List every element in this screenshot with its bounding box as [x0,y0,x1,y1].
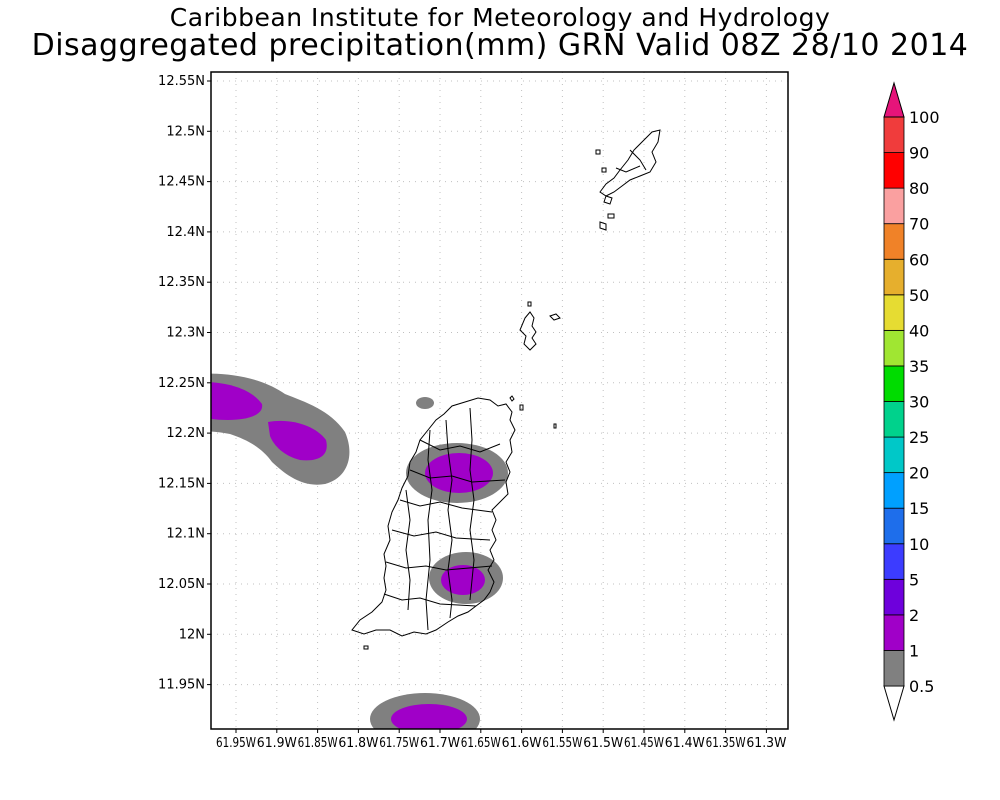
institute-title: Caribbean Institute for Meteorology and … [169,3,831,32]
colorbar-box [883,116,905,153]
lat-tick-label: 12.55N [158,74,205,89]
lat-tick-label: 11.95N [158,678,205,693]
colorbar-label: 35 [909,357,929,376]
latitude-labels: 12.55N 12.5N 12.45N 12.4N 12.35N 12.3N 12.25N 1… [158,74,205,693]
lat-tick-label: 12.05N [158,577,205,592]
colorbar-box [883,187,905,225]
colorbar-box [883,614,905,651]
lon-tick-label: 61.6W [502,736,542,751]
lon-tick-label: 61.5W [583,736,623,751]
colorbar-label: 15 [909,499,929,518]
rain-cell-south-grenada [429,552,503,604]
lat-tick-label: 12.35N [158,275,205,290]
lon-tick-label: 61.85W [298,736,338,751]
longitude-labels: 61.95W 61.9W 61.85W 61.8W 61.75W 61.7W 61.65W 6… [216,736,787,751]
precipitation-shading [211,373,508,729]
lat-tick-label: 12.3N [166,326,205,341]
colorbar-label: 70 [909,215,929,234]
colorbar-label: 40 [909,321,929,340]
colorbar-top-arrow [883,81,905,118]
product-title: Disaggregated precipitation(mm) GRN Vali… [31,28,969,63]
carriacou-outline [519,311,537,351]
lat-tick-label: 12N [179,627,205,642]
colorbar-label: 25 [909,428,929,447]
rain-band-northwest [211,373,350,485]
colorbar-label: 20 [909,464,929,483]
colorbar-label: 50 [909,286,929,305]
colorbar-box [883,472,905,509]
rain-cell-north-grenada [406,443,508,503]
colorbar-box [883,436,905,474]
lat-tick-label: 12.4N [166,225,205,240]
colorbar-box [883,294,905,331]
colorbar-label: 100 [909,108,940,127]
lon-tick-label: 61.65W [461,736,501,751]
lon-tick-label: 61.45W [624,736,664,751]
lat-tick-label: 12.2N [166,426,205,441]
grenada-island-outline [351,397,516,637]
lat-tick-label: 12.5N [166,124,205,139]
lon-tick-label: 61.3W [746,736,786,751]
colorbar-bottom-arrow [883,685,905,722]
lon-tick-label: 61.9W [257,736,297,751]
colorbar-box [883,365,905,402]
colorbar-box [883,543,905,580]
colorbar-label: 2 [909,606,919,625]
colorbar-box [883,578,905,616]
lon-tick-label: 61.8W [338,736,378,751]
lon-tick-label: 61.35W [706,736,746,751]
rain-cell-south [370,693,480,729]
rain-patch-small [416,397,434,409]
colorbar-label: 0.5 [909,677,934,696]
lon-tick-label: 61.4W [665,736,705,751]
colorbar-label: 10 [909,535,929,554]
colorbar-label: 60 [909,250,929,269]
lon-tick-label: 61.7W [420,736,460,751]
colorbar-box [883,401,905,438]
lon-tick-label: 61.95W [216,736,256,751]
lat-tick-label: 12.25N [158,376,205,391]
colorbar-label: 1 [909,641,919,660]
lat-tick-label: 12.15N [158,476,205,491]
colorbar-label: 80 [909,179,929,198]
colorbar-box [883,258,905,296]
lat-tick-label: 12.1N [166,527,205,542]
lon-tick-label: 61.75W [379,736,419,751]
colorbar-box [883,507,905,545]
colorbar-box [883,223,905,260]
lon-tick-label: 61.55W [542,736,582,751]
coastlines [351,129,661,650]
colorbar-label: 5 [909,570,919,589]
lat-tick-label: 12.45N [158,175,205,190]
colorbar-label: 90 [909,144,929,163]
colorbar-box [883,329,905,367]
map-frame [210,71,789,730]
colorbar-label: 30 [909,393,929,412]
colorbar-box [883,650,905,687]
colorbar-box [883,152,905,189]
